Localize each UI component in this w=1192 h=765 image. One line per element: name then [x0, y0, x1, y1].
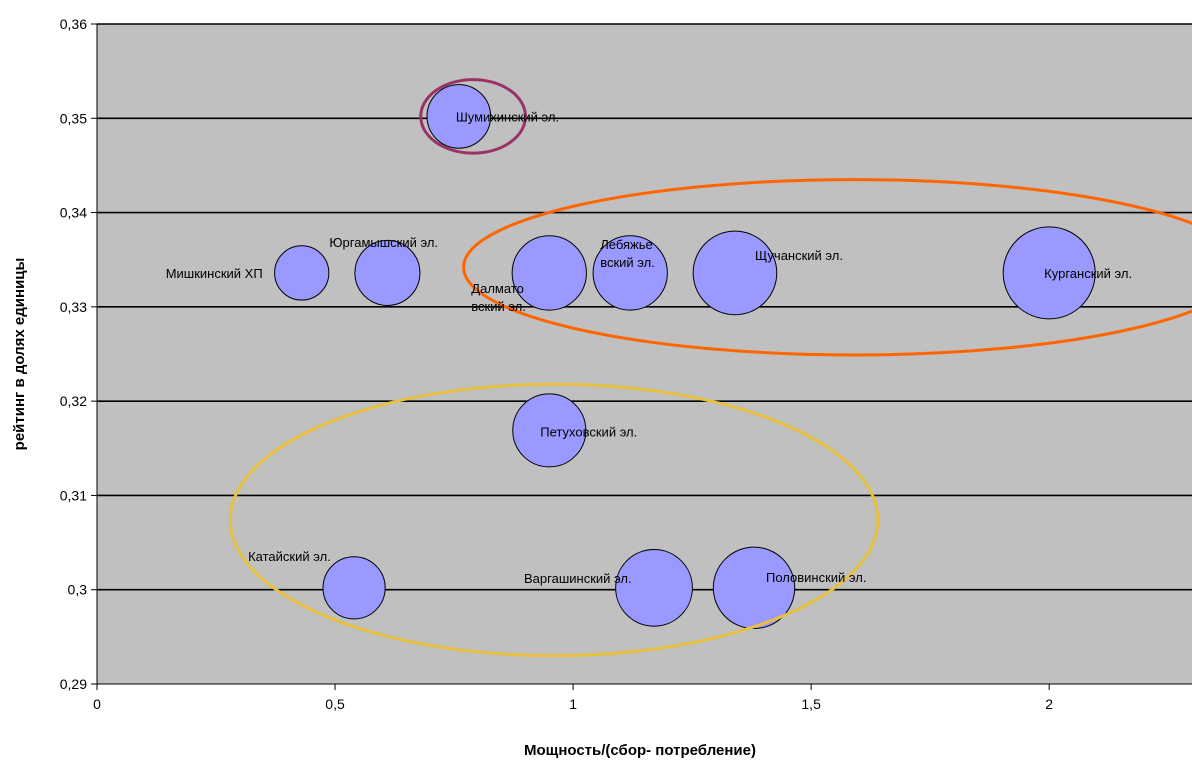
group-ellipse	[419, 78, 527, 155]
group-ellipse	[462, 178, 1192, 357]
bubble	[426, 84, 492, 149]
bubble-label: Далмато вский эл.	[471, 281, 526, 314]
x-tick-labels: 0 0,5 1 1,5 2	[93, 696, 1053, 712]
y-axis-title: рейтинг в долях единицы	[11, 258, 28, 451]
bubble	[354, 239, 421, 306]
bubble-label: Мишкинский ХП	[166, 266, 263, 281]
bubble-label: Юргамышский эл.	[329, 235, 438, 250]
y-tick-label: 0,34	[60, 205, 87, 221]
bubble-label: Лебяжье вский эл.	[600, 237, 655, 270]
bubble	[615, 548, 693, 627]
bubble-label: Катайский эл.	[248, 549, 331, 564]
bubble	[692, 230, 778, 316]
bubble-label: Половинский эл.	[766, 570, 866, 585]
x-tick-label: 2	[1045, 696, 1053, 712]
group-ellipses	[228, 78, 1192, 658]
y-tick-label: 0,33	[60, 299, 87, 315]
bubble	[1002, 226, 1096, 320]
y-tick-label: 0,31	[60, 487, 87, 503]
bubble	[592, 235, 668, 311]
y-tick-label: 0,32	[60, 393, 87, 409]
x-axis-title: Мощность/(сбор- потребление)	[524, 742, 756, 759]
gridlines	[97, 23, 1192, 591]
bubble-label: Петуховский эл.	[540, 424, 637, 439]
x-tick-label: 1,5	[801, 696, 821, 712]
x-tick-label: 1	[569, 696, 577, 712]
bubble	[512, 393, 587, 468]
y-tick-label: 0,36	[60, 16, 87, 32]
group-ellipse	[228, 382, 880, 658]
bubble	[274, 245, 330, 301]
bubble	[322, 556, 386, 620]
bubble	[511, 235, 587, 311]
bubble-labels: Шумихинский эл. Мишкинский ХП Юргамышский …	[166, 109, 1132, 585]
bubble-label: Щучанский эл.	[755, 248, 843, 263]
x-tick-label: 0	[93, 696, 101, 712]
bubbles	[274, 84, 1096, 630]
y-tick-labels: 0,29 0,3 0,31 0,32 0,33 0,34 0,35 0,36	[60, 16, 87, 692]
y-tick-label: 0,35	[60, 110, 87, 126]
bubble	[712, 546, 796, 630]
x-tick-label: 0,5	[325, 696, 345, 712]
y-tick-label: 0,3	[68, 582, 88, 598]
bubble-label: Варгашинский эл.	[524, 571, 632, 586]
bubble-label: Курганский эл.	[1044, 266, 1132, 281]
y-tick-label: 0,29	[60, 676, 87, 692]
bubble-label: Шумихинский эл.	[456, 109, 559, 124]
axes	[91, 23, 1192, 690]
